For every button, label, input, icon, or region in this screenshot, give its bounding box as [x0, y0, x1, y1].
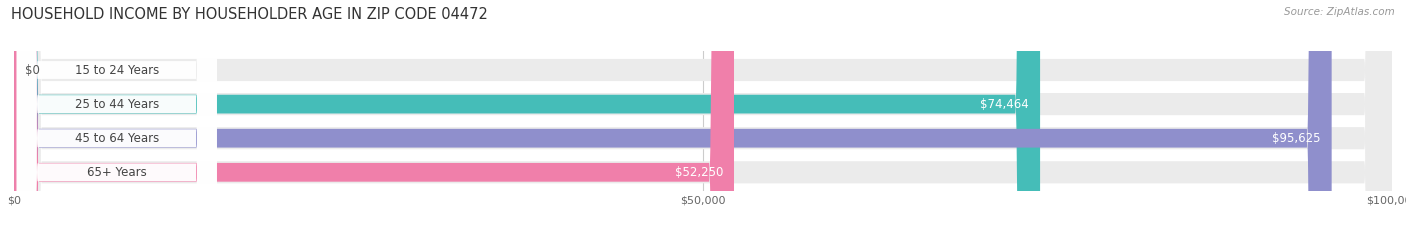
Text: $74,464: $74,464: [980, 98, 1029, 111]
Text: 65+ Years: 65+ Years: [87, 166, 146, 179]
FancyBboxPatch shape: [14, 0, 1040, 233]
FancyBboxPatch shape: [14, 0, 1392, 233]
Text: 45 to 64 Years: 45 to 64 Years: [75, 132, 159, 145]
FancyBboxPatch shape: [14, 0, 1392, 233]
FancyBboxPatch shape: [14, 0, 1331, 233]
Text: Source: ZipAtlas.com: Source: ZipAtlas.com: [1284, 7, 1395, 17]
FancyBboxPatch shape: [17, 0, 217, 233]
FancyBboxPatch shape: [14, 0, 1392, 233]
FancyBboxPatch shape: [14, 0, 1392, 233]
Text: $95,625: $95,625: [1272, 132, 1320, 145]
FancyBboxPatch shape: [17, 0, 217, 233]
Text: $0: $0: [25, 64, 39, 76]
FancyBboxPatch shape: [14, 0, 734, 233]
FancyBboxPatch shape: [17, 0, 217, 233]
Text: $52,250: $52,250: [675, 166, 723, 179]
Text: 15 to 24 Years: 15 to 24 Years: [75, 64, 159, 76]
Text: 25 to 44 Years: 25 to 44 Years: [75, 98, 159, 111]
FancyBboxPatch shape: [17, 0, 217, 233]
Text: HOUSEHOLD INCOME BY HOUSEHOLDER AGE IN ZIP CODE 04472: HOUSEHOLD INCOME BY HOUSEHOLDER AGE IN Z…: [11, 7, 488, 22]
